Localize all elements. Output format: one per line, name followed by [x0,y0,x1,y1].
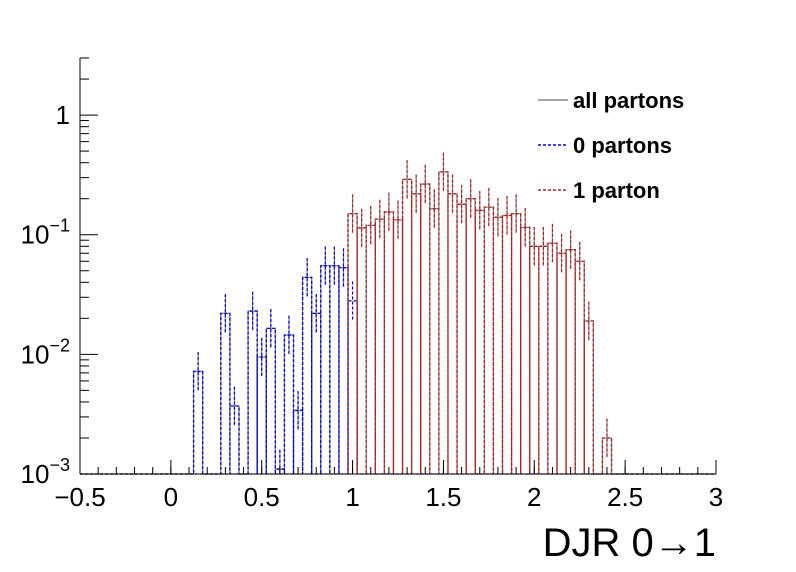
legend-label: all partons [573,88,684,113]
series-2 [80,246,716,475]
y-tick-label: 1 [56,100,70,130]
y-tick-label: 10−2 [21,335,70,369]
x-tick-label: 0 [164,482,178,512]
x-axis-title: DJR 0→1 [543,521,716,565]
legend-item: all partons [538,88,684,113]
x-tick-label: −0.5 [54,482,105,512]
x-tick-label: 1 [345,482,359,512]
x-tick-label: 3 [709,482,723,512]
legend-label: 0 partons [573,133,672,158]
x-tick-label: 2 [527,482,541,512]
x-tick-label: 2.5 [607,482,643,512]
legend-label: 1 parton [573,178,660,203]
x-tick-label: 0.5 [244,482,280,512]
legend: all partons 0 partons 1 parton [538,88,684,203]
x-tick-label: 1.5 [425,482,461,512]
legend-item: 0 partons [538,133,672,158]
axes-layer: −0.5 0 0.5 1 1.5 2 2.5 3 1 10−1 10−2 10−3 DJR 0→1 [21,57,723,565]
series-outline [80,265,716,475]
legend-item: 1 parton [538,178,660,203]
y-tick-label: 10−1 [21,216,70,250]
y-tick-label: 10−3 [21,455,70,489]
